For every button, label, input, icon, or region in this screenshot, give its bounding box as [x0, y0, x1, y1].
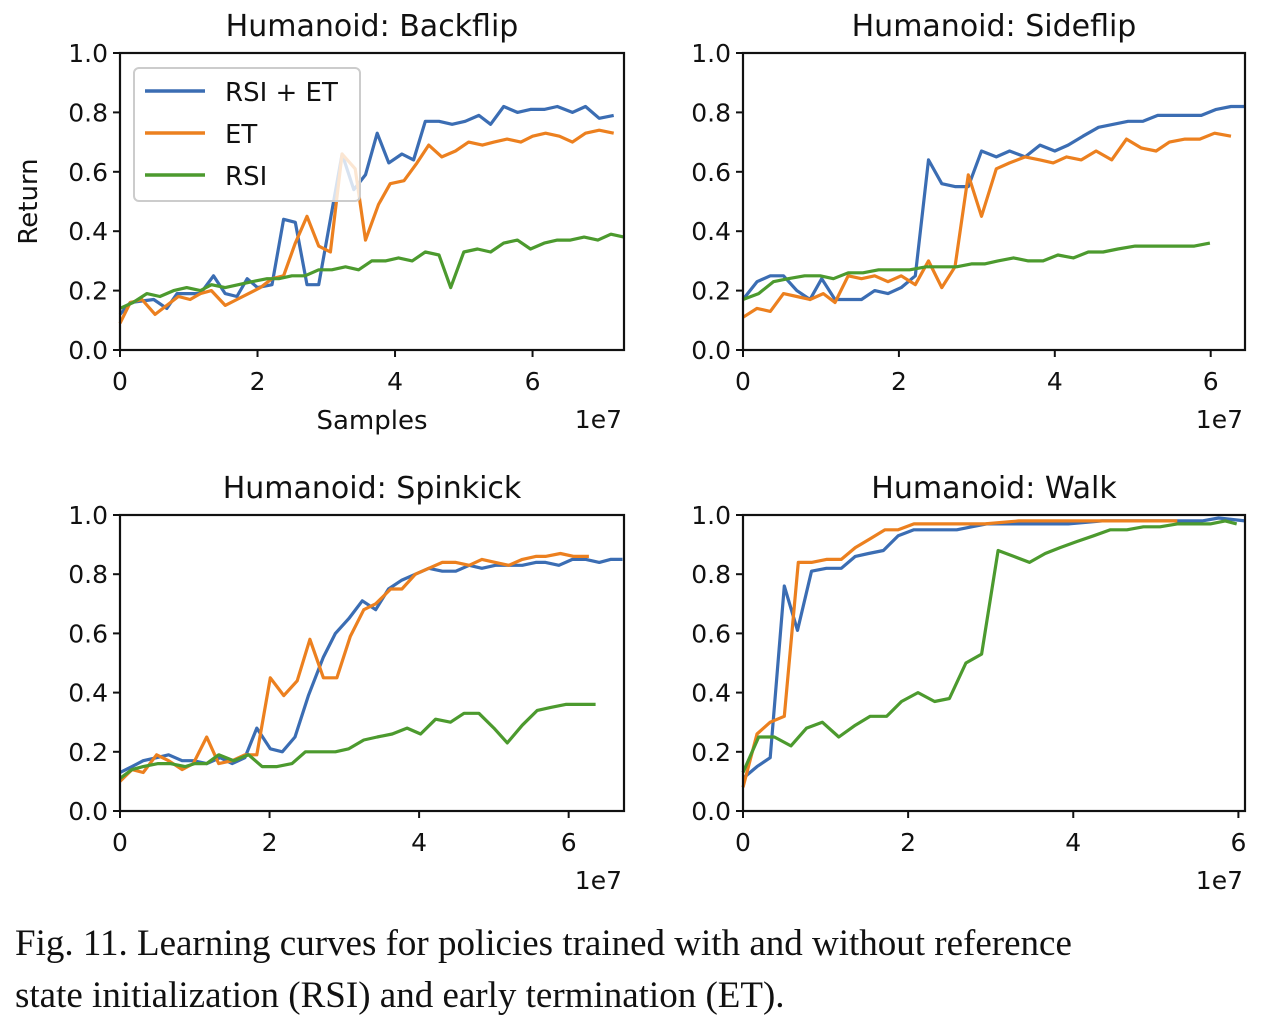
x-tick-label: 4	[1065, 828, 1081, 857]
x-tick-label: 0	[112, 367, 128, 396]
y-tick-label: 0.8	[691, 98, 731, 127]
y-tick-label: 0.6	[68, 619, 108, 648]
x-tick-label: 6	[1203, 367, 1219, 396]
series-line-et	[741, 519, 1178, 788]
y-tick-label: 0.8	[691, 560, 731, 589]
y-tick-label: 0.2	[691, 738, 731, 767]
legend-label: ET	[225, 120, 257, 150]
x-axis-label: Samples	[316, 406, 427, 436]
series-line-rsi-et	[118, 104, 615, 316]
y-tick-label: 0.0	[68, 797, 108, 826]
x-tick-label: 6	[525, 367, 541, 396]
figure-caption: Fig. 11. Learning curves for policies tr…	[15, 918, 1275, 1022]
y-tick-label: 0.6	[691, 158, 731, 187]
y-tick-label: 0.4	[691, 217, 731, 246]
x-tick-label: 2	[250, 367, 266, 396]
legend-label: RSI + ET	[225, 78, 338, 108]
y-tick-label: 0.2	[68, 738, 108, 767]
y-tick-label: 1.0	[691, 501, 731, 530]
series-line-rsi	[119, 232, 625, 310]
y-tick-label: 0.0	[691, 336, 731, 365]
y-tick-label: 0.4	[68, 679, 108, 708]
series-line-rsi	[742, 241, 1211, 301]
caption-line-2: state initialization (RSI) and early ter…	[15, 975, 785, 1016]
y-tick-label: 1.0	[68, 39, 108, 68]
legend-label: RSI	[225, 162, 267, 192]
x-tick-label: 4	[1047, 367, 1063, 396]
x-offset-label: 1e7	[575, 866, 622, 895]
subplot-1: 0.0 0.2 0.4 0.6 0.8 1.0 0 2 4 6 1e7 Humanoid: Backf…	[14, 9, 626, 436]
caption-line-1: Fig. 11. Learning curves for policies tr…	[15, 923, 1072, 964]
subplot-2: 0.0 0.2 0.4 0.6 0.8 1.0 0 2 4 6 1e7 Humanoid: Sidef…	[691, 9, 1247, 434]
x-tick-label: 2	[262, 828, 278, 857]
series-line-rsi	[741, 519, 1238, 774]
x-tick-label: 2	[900, 828, 916, 857]
y-tick-label: 0.8	[68, 98, 108, 127]
axes-frame	[118, 51, 626, 352]
y-tick-label: 1.0	[691, 39, 731, 68]
series-line-rsi-et	[741, 516, 1246, 780]
axes-frame	[118, 513, 626, 813]
x-tick-label: 2	[891, 367, 907, 396]
y-tick-label: 0.2	[691, 277, 731, 306]
y-tick-label: 0.4	[68, 217, 108, 246]
axes-frame	[741, 51, 1247, 352]
y-tick-label: 0.4	[691, 679, 731, 708]
x-tick-label: 4	[411, 828, 427, 857]
axes-frame	[741, 513, 1247, 813]
y-tick-label: 0.6	[68, 158, 108, 187]
x-tick-label: 0	[735, 828, 751, 857]
subplot-3: 0.0 0.2 0.4 0.6 0.8 1.0 0 2 4 6 1e7 Humanoid: Spink…	[68, 471, 626, 895]
series-line-et	[742, 131, 1232, 319]
x-tick-label: 6	[561, 828, 577, 857]
x-tick-label: 4	[387, 367, 403, 396]
legend-box	[133, 67, 361, 202]
y-tick-label: 0.8	[68, 560, 108, 589]
legend: RSI + ET ET RSI	[133, 67, 361, 202]
series-line-rsi-et	[741, 104, 1245, 302]
subplot-4: 0.0 0.2 0.4 0.6 0.8 1.0 0 2 4 6 1e7 Humanoid: Walk	[691, 471, 1246, 895]
y-tick-label: 0.6	[691, 619, 731, 648]
y-tick-label: 0.2	[68, 277, 108, 306]
series-line-rsi	[119, 702, 596, 780]
x-tick-label: 0	[735, 367, 751, 396]
y-tick-label: 0.0	[691, 797, 731, 826]
y-tick-label: 1.0	[68, 501, 108, 530]
y-axis-label: Return	[14, 158, 44, 244]
x-offset-label: 1e7	[1196, 866, 1243, 895]
x-offset-label: 1e7	[1196, 405, 1243, 434]
subplot-title: Humanoid: Spinkick	[223, 471, 522, 506]
subplot-title: Humanoid: Sideflip	[852, 9, 1137, 44]
x-tick-label: 6	[1230, 828, 1246, 857]
y-tick-label: 0.0	[68, 336, 108, 365]
subplot-title: Humanoid: Backflip	[226, 9, 519, 44]
x-tick-label: 0	[112, 828, 128, 857]
series-line-rsi-et	[119, 557, 623, 774]
subplot-title: Humanoid: Walk	[871, 471, 1117, 506]
x-offset-label: 1e7	[575, 405, 622, 434]
